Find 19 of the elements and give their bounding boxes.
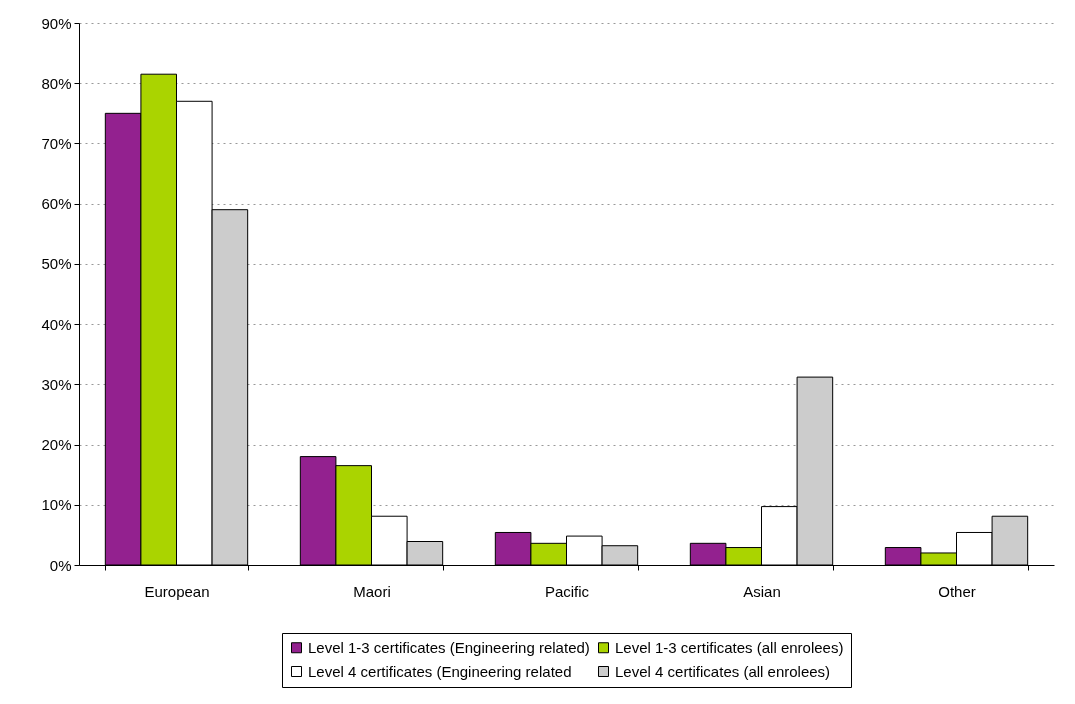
y-tick-label: 60% [41, 195, 72, 213]
x-tick-label: European [144, 582, 210, 600]
legend-label: Level 4 certificates (all enrolees) [615, 662, 831, 680]
y-tick-label: 50% [41, 255, 72, 273]
x-tick-label: Pacific [544, 582, 590, 600]
x-tick-label: Other [938, 582, 976, 600]
y-tick-label: 30% [41, 375, 72, 393]
legend-label: Level 1-3 certificates (Engineering related) [308, 638, 590, 656]
y-tick-label: 90% [41, 14, 72, 32]
y-tick-label: 10% [41, 496, 72, 514]
y-tick-label: 0% [49, 556, 72, 574]
x-tick-label: Asian [743, 582, 781, 600]
y-tick-label: 80% [41, 74, 72, 92]
legend-label: Level 1-3 certificates (all enrolees) [615, 638, 844, 656]
x-tick-label: Maori [353, 582, 391, 600]
y-tick-label: 40% [41, 315, 72, 333]
legend-label: Level 4 certificates (Engineering related [308, 662, 572, 680]
y-tick-label: 70% [41, 134, 72, 152]
y-tick-label: 20% [41, 436, 72, 454]
